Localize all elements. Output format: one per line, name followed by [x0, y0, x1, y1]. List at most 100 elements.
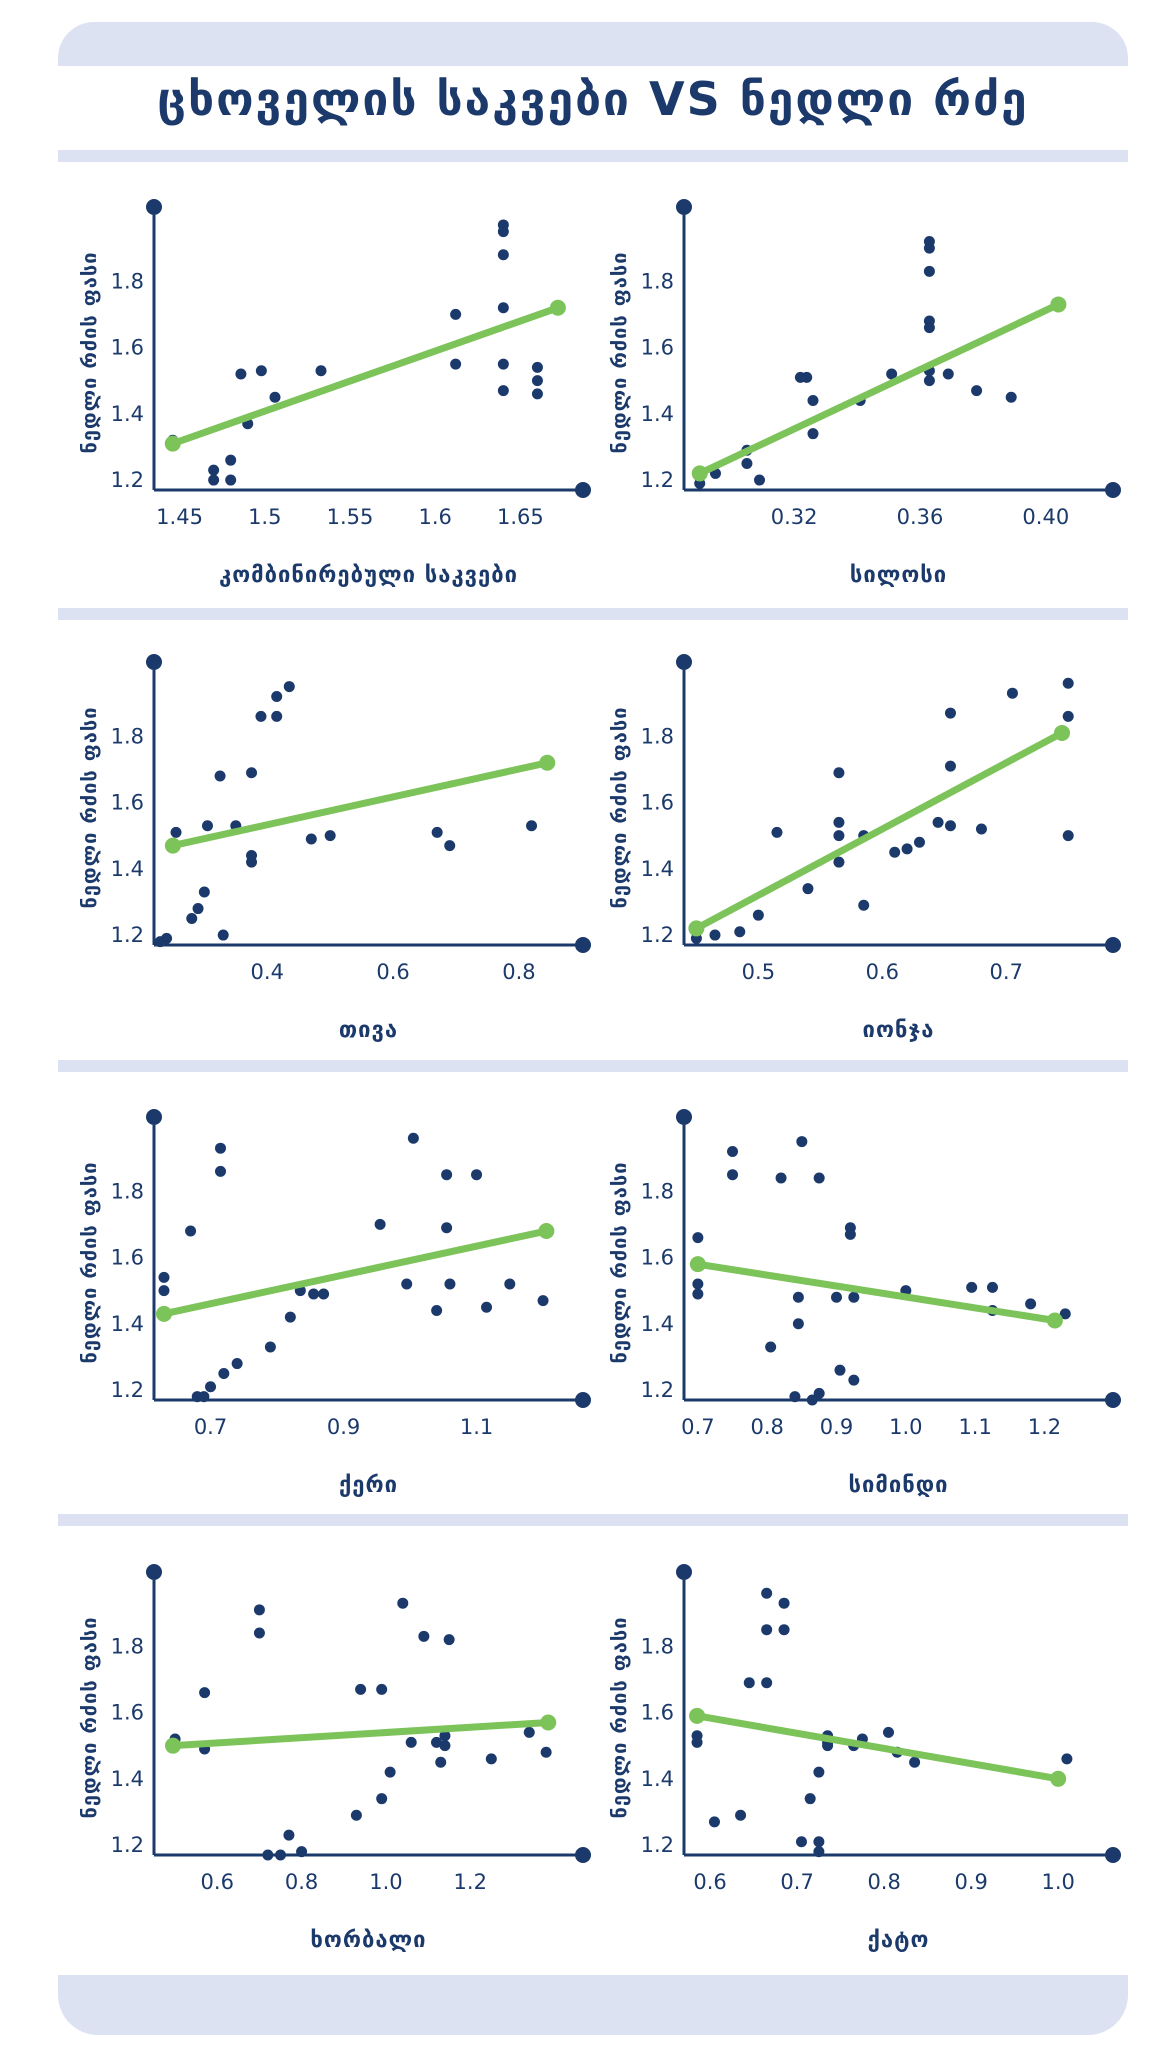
y-tick-label: 1.8 — [111, 269, 144, 293]
data-point — [971, 385, 983, 397]
data-point — [932, 816, 944, 828]
x-axis-label: სილოსი — [850, 563, 947, 588]
y-axis-label: ნედლი რძის ფასი — [77, 1616, 101, 1818]
data-point — [246, 767, 258, 779]
x-tick-label: 1.55 — [327, 505, 374, 529]
data-point — [283, 1829, 295, 1841]
data-point — [944, 707, 956, 719]
data-point — [405, 1736, 417, 1748]
data-point — [709, 929, 721, 941]
y-tick-label: 1.4 — [111, 1767, 144, 1791]
data-point — [255, 710, 267, 722]
data-point — [708, 1816, 720, 1828]
data-point — [435, 1756, 447, 1768]
data-point — [1062, 830, 1074, 842]
axis-end-dot — [575, 482, 591, 498]
x-axis-label: ქერი — [339, 1473, 398, 1498]
data-point — [208, 474, 220, 486]
axis-end-dot — [1105, 1392, 1121, 1408]
data-point — [1062, 677, 1074, 689]
trend-end-dot — [689, 1256, 706, 1273]
data-point — [771, 826, 783, 838]
data-point — [198, 886, 210, 898]
data-point — [308, 1288, 320, 1300]
data-point — [531, 388, 543, 400]
data-point — [324, 830, 336, 842]
trend-line — [169, 759, 551, 850]
data-point — [909, 1756, 921, 1768]
data-point — [923, 375, 935, 387]
scatter-chart: 1.2 1.4 1.6 1.8 0.7 0.9 1.1 ქერი ნედლი რძის ფასი — [77, 1109, 591, 1498]
data-point — [215, 1142, 227, 1154]
x-tick-label: 1.6 — [418, 505, 451, 529]
x-tick-label: 1.0 — [1041, 1870, 1074, 1894]
trend-end-dot — [688, 920, 705, 937]
data-point — [743, 1677, 755, 1689]
trend-line — [696, 300, 1062, 477]
divider — [58, 1060, 1128, 1072]
x-tick-label: 0.8 — [285, 1870, 318, 1894]
data-point — [497, 385, 509, 397]
y-tick-label: 1.8 — [111, 1634, 144, 1658]
y-axis-label: ნედლი რძის ფასი — [607, 706, 631, 908]
data-point — [350, 1809, 362, 1821]
top-band — [58, 22, 1128, 66]
y-axis-label: ნედლი რძის ფასი — [77, 1161, 101, 1363]
data-point — [886, 368, 898, 380]
x-tick-label: 0.6 — [201, 1870, 234, 1894]
data-point — [889, 846, 901, 858]
y-tick-label: 1.6 — [111, 336, 144, 360]
x-tick-label: 0.4 — [251, 960, 284, 984]
data-point — [253, 1604, 265, 1616]
trend-line — [693, 1712, 1062, 1783]
data-point — [497, 249, 509, 261]
trend-end-dot — [689, 1707, 706, 1724]
x-tick-label: 0.36 — [897, 505, 944, 529]
trend-end-dot — [540, 1714, 557, 1731]
data-point — [741, 457, 753, 469]
y-tick-label: 1.8 — [641, 1179, 674, 1203]
data-point — [262, 1849, 274, 1861]
data-point — [775, 1172, 787, 1184]
data-point — [692, 1288, 704, 1300]
data-point — [374, 1218, 386, 1230]
axis-end-dot — [146, 1564, 162, 1580]
y-tick-label: 1.6 — [641, 336, 674, 360]
x-tick-label: 0.7 — [990, 960, 1023, 984]
data-point — [376, 1683, 388, 1695]
scatter-chart: 1.2 1.4 1.6 1.8 0.6 0.7 0.8 0.9 1.0 ქატო ნედლი რძი… — [607, 1564, 1121, 1953]
data-point — [966, 1281, 978, 1293]
y-axis-label: ნედლი რძის ფასი — [607, 1616, 631, 1818]
data-point — [255, 365, 267, 377]
data-point — [186, 912, 198, 924]
divider — [58, 150, 1128, 162]
data-point — [778, 1597, 790, 1609]
axis-end-dot — [1105, 937, 1121, 953]
y-axis-label: ნედლი რძის ფასი — [607, 1161, 631, 1363]
data-point — [218, 1367, 230, 1379]
data-point — [215, 1165, 227, 1177]
data-point — [418, 1630, 430, 1642]
data-point — [942, 368, 954, 380]
data-point — [692, 1278, 704, 1290]
scatter-panel: 1.2 1.4 1.6 1.8 1.45 1.5 1.55 1.6 1.65 კომბინირებ… — [58, 190, 598, 610]
scatter-panel: 1.2 1.4 1.6 1.8 0.32 0.36 0.40 სილოსი ნედლი რძის… — [588, 190, 1128, 610]
x-axis-label: კომბინირებული საკვები — [219, 563, 518, 588]
data-point — [526, 820, 538, 832]
x-tick-label: 0.7 — [194, 1415, 227, 1439]
y-tick-label: 1.6 — [111, 791, 144, 815]
axis-end-dot — [146, 654, 162, 670]
data-point — [901, 843, 913, 855]
data-point — [1005, 391, 1017, 403]
trend-line — [169, 304, 562, 448]
data-point — [986, 1281, 998, 1293]
data-point — [795, 1836, 807, 1848]
trend-line — [169, 1718, 552, 1750]
data-point — [735, 1809, 747, 1821]
y-tick-label: 1.8 — [641, 1634, 674, 1658]
data-point — [752, 909, 764, 921]
data-point — [848, 1291, 860, 1303]
page-title: ცხოველის საკვები VS ნედლი რძე — [157, 72, 1029, 126]
y-tick-label: 1.4 — [641, 1767, 674, 1791]
data-point — [1062, 710, 1074, 722]
